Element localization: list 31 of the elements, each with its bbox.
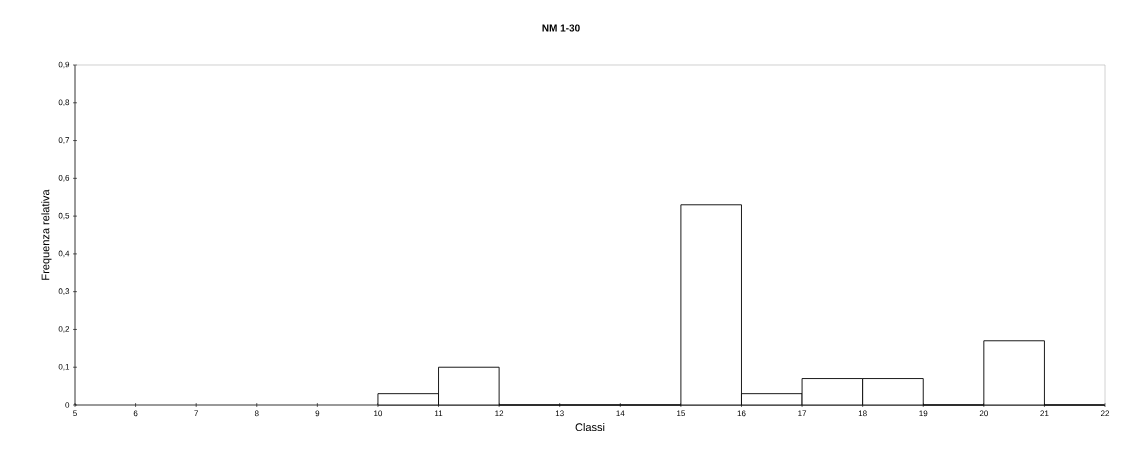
y-tick-label: 0,6 (58, 175, 70, 182)
x-tick-label: 6 (133, 410, 138, 417)
x-tick-label: 11 (434, 410, 443, 417)
x-tick-label: 15 (677, 410, 685, 417)
x-axis-title: Classi (575, 423, 605, 432)
x-tick-label: 17 (798, 410, 807, 417)
y-axis-title: Frequenza relativa (41, 189, 52, 280)
y-tick-label: 0,4 (58, 250, 70, 258)
x-tick-label: 14 (616, 410, 625, 417)
y-tick-label: 0,9 (58, 61, 70, 69)
x-tick-label: 9 (315, 410, 320, 417)
y-tick-label: 0 (65, 402, 70, 408)
x-tick-label: 19 (919, 410, 928, 417)
x-tick-label: 16 (737, 410, 746, 417)
y-tick-label: 0,1 (58, 363, 70, 371)
x-tick-label: 5 (73, 410, 77, 417)
y-tick-label: 0,8 (58, 99, 70, 107)
y-tick-label: 0,7 (58, 137, 70, 144)
x-tick-label: 21 (1040, 410, 1049, 417)
x-tick-label: 22 (1100, 410, 1110, 417)
chart-title: NM 1-30 (542, 24, 580, 32)
y-tick-label: 0,2 (58, 326, 70, 333)
x-tick-label: 8 (254, 410, 259, 417)
x-tick-label: 7 (194, 410, 198, 417)
y-tick-label: 0,3 (58, 288, 70, 295)
x-tick-label: 12 (495, 410, 504, 417)
x-tick-label: 13 (555, 410, 564, 417)
y-tick-label: 0,5 (58, 212, 70, 220)
x-tick-label: 18 (858, 410, 867, 417)
x-tick-label: 20 (979, 410, 988, 417)
x-tick-label: 10 (374, 410, 383, 417)
